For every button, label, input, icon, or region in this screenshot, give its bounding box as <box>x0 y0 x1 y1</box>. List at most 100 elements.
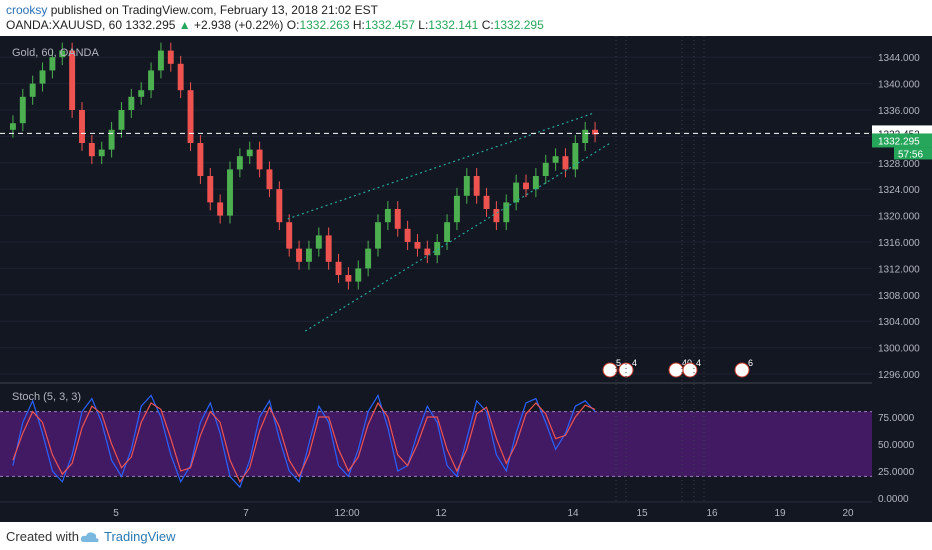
candle-body <box>276 189 282 222</box>
candle-body <box>493 209 499 222</box>
created-with-text: Created with <box>6 529 79 544</box>
y-tick-label: 1312.000 <box>878 264 920 275</box>
candle-body <box>543 163 549 176</box>
chart-area[interactable]: 1344.0001340.0001336.0001332.0001328.000… <box>0 36 932 522</box>
stoch-y-tick-label: 50.0000 <box>878 440 915 451</box>
candle-body <box>405 229 411 242</box>
symbol-label: OANDA:XAUUSD, 60 <box>6 18 122 32</box>
candle-body <box>69 51 75 110</box>
candle-body <box>197 143 203 176</box>
candle-body <box>119 110 125 130</box>
candle-body <box>375 222 381 248</box>
candle-body <box>306 249 312 262</box>
candle-body <box>385 209 391 222</box>
event-flag-icon[interactable] <box>735 363 749 377</box>
y-tick-label: 1340.000 <box>878 80 920 91</box>
y-tick-label: 1300.000 <box>878 344 920 355</box>
change-up-icon: ▲ <box>179 18 191 32</box>
y-tick-label: 1320.000 <box>878 212 920 223</box>
candle-body <box>365 249 371 269</box>
candle-body <box>247 150 253 157</box>
y-tick-label: 1316.000 <box>878 238 920 249</box>
x-tick-label: 7 <box>243 508 249 519</box>
tradingview-cloud-icon <box>80 531 100 543</box>
event-badge-count: 6 <box>748 358 753 368</box>
candle-body <box>484 196 490 209</box>
x-tick-label: 12 <box>435 508 447 519</box>
chart-svg[interactable]: 1344.0001340.0001336.0001332.0001328.000… <box>0 36 932 522</box>
candle-body <box>434 242 440 255</box>
time-axis <box>0 502 932 522</box>
candle-body <box>207 176 213 202</box>
candle-body <box>10 123 16 130</box>
candle-body <box>582 130 588 143</box>
chart-header: crooksy published on TradingView.com, Fe… <box>0 0 932 36</box>
change-value: +2.938 (+0.22%) <box>194 18 283 32</box>
candle-body <box>474 176 480 196</box>
candle-body <box>286 222 292 248</box>
candle-body <box>553 156 559 163</box>
candle-body <box>296 249 302 262</box>
ohlc-line: OANDA:XAUUSD, 60 1332.295 ▲ +2.938 (+0.2… <box>6 18 544 32</box>
event-flag-icon[interactable] <box>683 363 697 377</box>
candle-body <box>355 268 361 281</box>
stoch-y-tick-label: 75.0000 <box>878 413 915 424</box>
candle-body <box>227 169 233 215</box>
open-label: O: <box>287 18 300 32</box>
tradingview-brand-link[interactable]: TradingView <box>104 529 176 544</box>
last-price: 1332.295 <box>125 18 175 32</box>
stoch-panel-title: Stoch (5, 3, 3) <box>12 391 81 403</box>
candle-body <box>464 176 470 196</box>
event-flag-icon[interactable] <box>619 363 633 377</box>
published-text: published on TradingView.com, February 1… <box>51 3 378 17</box>
x-tick-label: 5 <box>113 508 119 519</box>
candle-body <box>138 90 144 97</box>
event-flag-icon[interactable] <box>669 363 683 377</box>
candle-body <box>30 84 36 97</box>
candle-body <box>267 169 273 189</box>
x-tick-label: 20 <box>842 508 854 519</box>
candle-body <box>109 130 115 150</box>
candle-body <box>316 235 322 248</box>
author-link[interactable]: crooksy <box>6 3 47 17</box>
price-panel[interactable] <box>0 36 872 382</box>
candle-body <box>79 110 85 143</box>
y-tick-label: 1344.000 <box>878 53 920 64</box>
candle-body <box>217 202 223 215</box>
price-panel-title: Gold, 60, OANDA <box>12 47 99 59</box>
y-tick-label: 1304.000 <box>878 317 920 328</box>
high-label: H: <box>353 18 365 32</box>
open-value: 1332.263 <box>299 18 349 32</box>
publish-line: crooksy published on TradingView.com, Fe… <box>6 3 378 17</box>
y-tick-label: 1336.000 <box>878 106 920 117</box>
candle-body <box>40 70 46 83</box>
footer: Created with TradingView <box>0 522 932 550</box>
event-badge-count: 4 <box>696 358 701 368</box>
event-flag-icon[interactable] <box>603 363 617 377</box>
candle-body <box>444 222 450 242</box>
y-tick-label: 1308.000 <box>878 291 920 302</box>
candle-body <box>326 235 332 261</box>
candle-body <box>20 97 26 123</box>
y-tick-label: 1296.000 <box>878 370 920 381</box>
candle-body <box>257 150 263 170</box>
last-price-tag-label: 1332.295 <box>878 136 920 147</box>
candle-body <box>158 51 164 71</box>
candle-body <box>49 57 55 70</box>
candle-body <box>345 275 351 282</box>
candle-body <box>148 70 154 90</box>
candle-body <box>188 90 194 143</box>
x-tick-label: 15 <box>636 508 648 519</box>
candle-body <box>168 51 174 64</box>
x-tick-label: 16 <box>706 508 718 519</box>
candle-body <box>178 64 184 90</box>
high-value: 1332.457 <box>365 18 415 32</box>
countdown-label: 57:56 <box>898 149 923 160</box>
candle-body <box>454 196 460 222</box>
candle-body <box>237 156 243 169</box>
x-tick-label: 19 <box>774 508 786 519</box>
x-tick-label: 14 <box>567 508 579 519</box>
candle-body <box>128 97 134 110</box>
candle-body <box>563 156 569 169</box>
close-label: C: <box>482 18 494 32</box>
